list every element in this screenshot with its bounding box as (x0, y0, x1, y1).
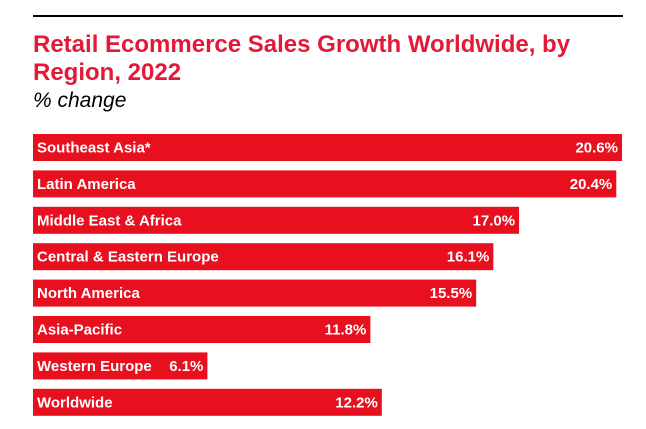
category-label: Western Europe (37, 358, 152, 375)
bar (33, 134, 622, 161)
value-label: 12.2% (335, 394, 378, 411)
value-label: 6.1% (169, 358, 203, 375)
bar (33, 316, 371, 343)
value-label: 16.1% (447, 249, 490, 266)
bar (33, 243, 494, 271)
category-label: Asia-Pacific (37, 322, 122, 339)
value-label: 15.5% (430, 285, 473, 302)
value-label: 11.8% (325, 322, 367, 339)
value-label: 17.0% (473, 212, 516, 229)
chart-subtitle: % change (33, 89, 127, 112)
category-label: North America (37, 285, 140, 302)
category-label: Southeast Asia* (37, 140, 151, 157)
value-label: 20.6% (575, 140, 618, 157)
category-label: Worldwide (37, 394, 113, 411)
top-rule (33, 15, 623, 17)
category-label: Latin America (37, 176, 136, 193)
bar (33, 279, 477, 307)
value-label: 20.4% (570, 176, 613, 193)
chart-title: Retail Ecommerce Sales Growth Worldwide,… (33, 31, 571, 86)
bar (33, 170, 617, 198)
category-label: Central & Eastern Europe (37, 249, 219, 266)
category-label: Middle East & Africa (37, 212, 182, 229)
bar (33, 206, 520, 234)
bar (33, 388, 382, 416)
bar (33, 352, 208, 380)
